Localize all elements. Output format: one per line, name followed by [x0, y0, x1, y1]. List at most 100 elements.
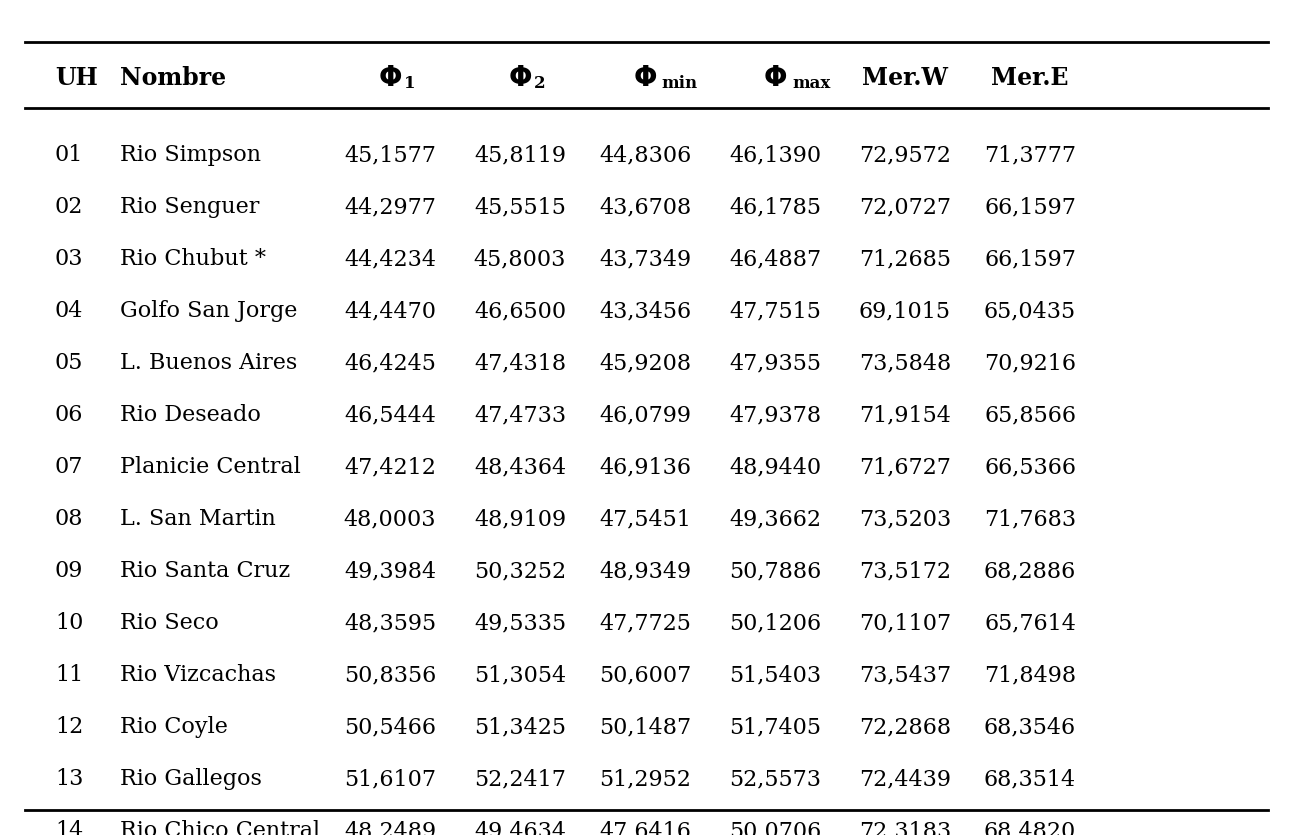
Text: 68,4820: 68,4820: [984, 820, 1076, 835]
Text: 46,9136: 46,9136: [599, 456, 690, 478]
Text: 66,1597: 66,1597: [984, 196, 1076, 218]
Text: 73,5437: 73,5437: [859, 664, 952, 686]
Text: Rio Santa Cruz: Rio Santa Cruz: [120, 560, 290, 582]
Text: 50,0706: 50,0706: [729, 820, 821, 835]
Text: 06: 06: [56, 404, 83, 426]
Text: 43,3456: 43,3456: [599, 300, 690, 322]
Text: 69,1015: 69,1015: [859, 300, 950, 322]
Text: 50,1206: 50,1206: [729, 612, 821, 634]
Text: 43,6708: 43,6708: [599, 196, 692, 218]
Text: 65,0435: 65,0435: [984, 300, 1076, 322]
Text: 71,2685: 71,2685: [859, 248, 950, 270]
Text: 47,7515: 47,7515: [729, 300, 821, 322]
Text: 1: 1: [403, 75, 415, 93]
Text: 11: 11: [56, 664, 83, 686]
Text: 07: 07: [56, 456, 83, 478]
Text: 47,9355: 47,9355: [729, 352, 821, 374]
Text: 13: 13: [56, 768, 83, 790]
Text: 50,6007: 50,6007: [599, 664, 692, 686]
Text: 72,9572: 72,9572: [859, 144, 950, 166]
Text: 51,2952: 51,2952: [599, 768, 690, 790]
Text: 71,9154: 71,9154: [859, 404, 950, 426]
Text: Mer.W: Mer.W: [862, 66, 948, 90]
Text: Rio Simpson: Rio Simpson: [120, 144, 261, 166]
Text: 48,9440: 48,9440: [729, 456, 821, 478]
Text: 2: 2: [534, 75, 546, 93]
Text: 47,4318: 47,4318: [475, 352, 566, 374]
Text: 71,3777: 71,3777: [984, 144, 1076, 166]
Text: 71,7683: 71,7683: [984, 508, 1076, 530]
Text: 43,7349: 43,7349: [599, 248, 690, 270]
Text: 66,5366: 66,5366: [984, 456, 1076, 478]
Text: Rio Seco: Rio Seco: [120, 612, 219, 634]
Text: L. Buenos Aires: L. Buenos Aires: [120, 352, 297, 374]
Text: 68,3514: 68,3514: [984, 768, 1076, 790]
Text: 73,5172: 73,5172: [859, 560, 950, 582]
Text: Rio Coyle: Rio Coyle: [120, 716, 228, 738]
Text: 72,4439: 72,4439: [859, 768, 950, 790]
Text: 47,4212: 47,4212: [344, 456, 436, 478]
Text: 44,4234: 44,4234: [344, 248, 436, 270]
Text: 68,3546: 68,3546: [984, 716, 1076, 738]
Text: UH: UH: [56, 66, 98, 90]
Text: 47,4733: 47,4733: [475, 404, 566, 426]
Text: 44,4470: 44,4470: [344, 300, 436, 322]
Text: 47,9378: 47,9378: [729, 404, 821, 426]
Text: 46,6500: 46,6500: [475, 300, 566, 322]
Text: 03: 03: [56, 248, 84, 270]
Text: 50,3252: 50,3252: [475, 560, 566, 582]
Text: max: max: [793, 75, 830, 93]
Text: 09: 09: [56, 560, 83, 582]
Text: $\mathbf{\Phi}$: $\mathbf{\Phi}$: [763, 64, 787, 92]
Text: 50,1487: 50,1487: [599, 716, 690, 738]
Text: 01: 01: [56, 144, 83, 166]
Text: 04: 04: [56, 300, 83, 322]
Text: 47,6416: 47,6416: [599, 820, 690, 835]
Text: 48,0003: 48,0003: [344, 508, 436, 530]
Text: Planicie Central: Planicie Central: [120, 456, 301, 478]
Text: 46,1785: 46,1785: [729, 196, 821, 218]
Text: 49,5335: 49,5335: [475, 612, 566, 634]
Text: Golfo San Jorge: Golfo San Jorge: [120, 300, 297, 322]
Text: 46,0799: 46,0799: [599, 404, 690, 426]
Text: 49,3662: 49,3662: [729, 508, 821, 530]
Text: 46,5444: 46,5444: [344, 404, 436, 426]
Text: 73,5203: 73,5203: [859, 508, 952, 530]
Text: 12: 12: [56, 716, 83, 738]
Text: 73,5848: 73,5848: [859, 352, 952, 374]
Text: 45,1577: 45,1577: [344, 144, 436, 166]
Text: 68,2886: 68,2886: [984, 560, 1076, 582]
Text: min: min: [661, 75, 697, 93]
Text: 47,7725: 47,7725: [599, 612, 690, 634]
Text: 10: 10: [56, 612, 83, 634]
Text: 72,3183: 72,3183: [859, 820, 952, 835]
Text: $\mathbf{\Phi}$: $\mathbf{\Phi}$: [508, 64, 531, 92]
Text: 49,3984: 49,3984: [344, 560, 436, 582]
Text: 51,3425: 51,3425: [475, 716, 566, 738]
Text: 02: 02: [56, 196, 83, 218]
Text: 65,8566: 65,8566: [984, 404, 1076, 426]
Text: Nombre: Nombre: [120, 66, 226, 90]
Text: 05: 05: [56, 352, 83, 374]
Text: Rio Gallegos: Rio Gallegos: [120, 768, 262, 790]
Text: 52,2417: 52,2417: [475, 768, 566, 790]
Text: 70,1107: 70,1107: [859, 612, 952, 634]
Text: 72,2868: 72,2868: [859, 716, 952, 738]
Text: 51,5403: 51,5403: [729, 664, 821, 686]
Text: 46,1390: 46,1390: [729, 144, 821, 166]
Text: 50,8356: 50,8356: [344, 664, 436, 686]
Text: $\mathbf{\Phi}$: $\mathbf{\Phi}$: [378, 64, 402, 92]
Text: 08: 08: [56, 508, 84, 530]
Text: 49,4634: 49,4634: [475, 820, 566, 835]
Text: 45,8119: 45,8119: [475, 144, 566, 166]
Text: 14: 14: [56, 820, 83, 835]
Text: Mer.E: Mer.E: [992, 66, 1069, 90]
Text: Rio Deseado: Rio Deseado: [120, 404, 261, 426]
Text: 44,2977: 44,2977: [344, 196, 436, 218]
Text: 45,9208: 45,9208: [599, 352, 690, 374]
Text: 51,3054: 51,3054: [475, 664, 566, 686]
Text: 71,6727: 71,6727: [859, 456, 950, 478]
Text: 70,9216: 70,9216: [984, 352, 1076, 374]
Text: 50,7886: 50,7886: [729, 560, 821, 582]
Text: 48,9349: 48,9349: [599, 560, 690, 582]
